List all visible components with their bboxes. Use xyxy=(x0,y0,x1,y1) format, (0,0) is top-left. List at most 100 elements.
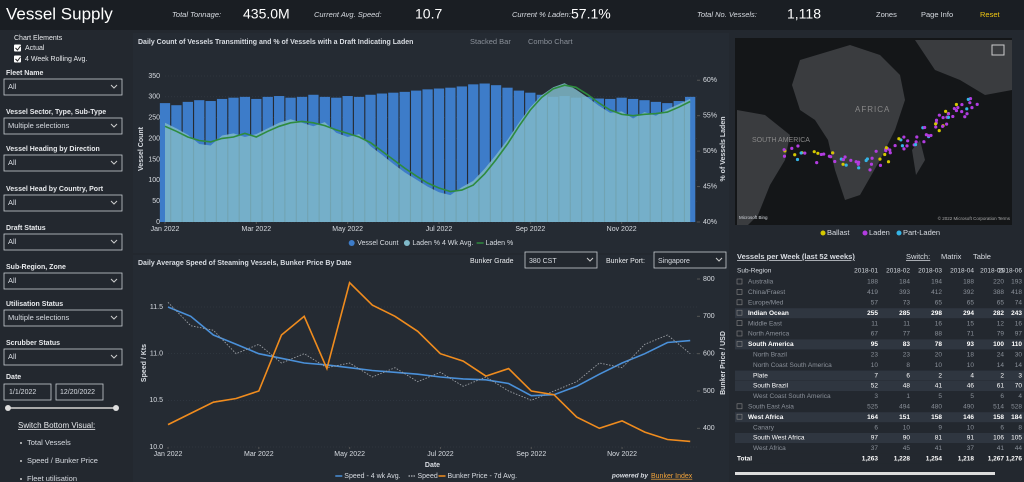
vessel-dot xyxy=(870,156,874,160)
dropdown[interactable] xyxy=(3,117,123,135)
x-tick-label: Nov 2022 xyxy=(607,451,637,458)
table-cell: 220 xyxy=(993,279,1004,286)
vessel-dot xyxy=(946,115,951,120)
scrollbar[interactable] xyxy=(735,472,995,475)
land xyxy=(912,140,925,175)
y-tick-label: 250 xyxy=(148,115,160,122)
dropdown[interactable] xyxy=(3,272,123,290)
filter-label: Vessel Sector, Type, Sub-Type xyxy=(6,109,106,116)
expand-icon[interactable] xyxy=(736,330,743,337)
line xyxy=(167,301,691,401)
check xyxy=(15,56,21,62)
table-cell: 10 xyxy=(871,362,879,369)
table-cell: 71 xyxy=(967,331,975,338)
table-cell: 494 xyxy=(899,404,910,411)
expand-icon[interactable] xyxy=(736,341,743,347)
table-cell: 105 xyxy=(1011,435,1022,442)
bar xyxy=(399,91,410,222)
switch-option[interactable]: Total Vessels xyxy=(27,438,71,447)
credit-link[interactable]: Bunker Index xyxy=(651,473,693,480)
table-cell: 110 xyxy=(1012,341,1023,348)
expand-icon[interactable] xyxy=(736,309,743,316)
expand-icon[interactable] xyxy=(736,278,743,285)
vessel-dot xyxy=(970,106,974,110)
header-bar xyxy=(0,0,1024,30)
expand-icon[interactable] xyxy=(736,320,743,326)
column-header: 2018-05 xyxy=(980,268,1004,275)
table-cell: 388 xyxy=(993,289,1004,296)
vessel-dot xyxy=(782,148,786,152)
table-cell: South West Africa xyxy=(753,435,805,442)
table-cell: 83 xyxy=(903,341,911,348)
toggle[interactable]: Combo Chart xyxy=(528,37,574,46)
nav-button[interactable]: Reset xyxy=(980,10,1001,19)
expand-icon[interactable] xyxy=(736,413,743,420)
vessel-dot xyxy=(960,109,964,114)
table-cell: South America xyxy=(748,341,794,348)
nav-button[interactable]: Page Info xyxy=(921,10,953,19)
dropdown[interactable] xyxy=(3,233,123,251)
dropdown[interactable] xyxy=(3,78,123,96)
checkbox[interactable] xyxy=(14,44,21,52)
bar xyxy=(490,85,502,222)
table-cell: 5 xyxy=(938,393,942,400)
kpi-value: 57.1% xyxy=(571,6,611,22)
expand-icon[interactable] xyxy=(736,403,743,410)
dropdown[interactable] xyxy=(653,251,727,269)
slider-handle[interactable] xyxy=(5,405,11,411)
nav-button[interactable]: Zones xyxy=(876,10,897,19)
vessel-dot xyxy=(888,151,892,155)
table-cell: Total xyxy=(737,456,752,463)
dropdown[interactable] xyxy=(3,309,123,327)
row-highlight xyxy=(735,412,1024,423)
vessel-dot xyxy=(940,124,945,128)
switch-option[interactable]: Table xyxy=(973,252,991,261)
y-tick-label: 10.0 xyxy=(149,444,163,451)
expand-icon[interactable] xyxy=(736,289,743,295)
dropdown[interactable] xyxy=(3,154,123,172)
dropdown[interactable] xyxy=(3,194,123,212)
expand-icon[interactable] xyxy=(736,299,743,306)
switch-option[interactable]: Speed / Bunker Price xyxy=(27,456,98,465)
table-cell: 11 xyxy=(903,320,910,327)
checkbox[interactable] xyxy=(14,55,21,63)
switch-option[interactable]: Fleet utilisation xyxy=(27,474,77,482)
vessel-dot xyxy=(906,139,910,143)
date-end: 12/20/2022 xyxy=(60,389,95,396)
legend-label: Laden xyxy=(869,228,890,237)
filter-label: Utilisation Status xyxy=(6,301,63,308)
table-cell: 88 xyxy=(935,331,943,338)
vessel-dot xyxy=(902,135,906,139)
row-highlight xyxy=(735,381,1024,391)
kpi-label: Current Avg. Speed: xyxy=(314,10,382,19)
table-cell: 2 xyxy=(1000,372,1004,379)
legend-label: Laden % 4 Wk Avg. xyxy=(412,240,473,247)
table-cell: 1 xyxy=(906,393,910,400)
dropdown[interactable] xyxy=(3,348,123,366)
vessel-dot xyxy=(883,152,887,157)
focus-icon[interactable] xyxy=(991,44,1005,56)
vessel-dot xyxy=(933,122,938,126)
vessel-dot xyxy=(790,146,794,151)
column-header: 2018-04 xyxy=(950,268,974,275)
vessel-dot xyxy=(878,157,882,161)
legend-label: Vessel Count xyxy=(357,240,398,247)
slider-handle[interactable] xyxy=(113,405,119,411)
credit-text: powered by xyxy=(611,473,649,480)
switch-option[interactable]: Matrix xyxy=(941,252,962,261)
date-input[interactable] xyxy=(55,383,104,401)
table-cell: 4 xyxy=(1018,393,1022,400)
toggle[interactable]: Stacked Bar xyxy=(470,37,511,46)
vessel-dot xyxy=(913,143,918,147)
table-cell: 52 xyxy=(871,383,879,390)
vessel-dot xyxy=(796,144,800,148)
vessel-dot xyxy=(884,146,888,150)
table-cell: 23 xyxy=(903,352,911,359)
legend-label: Part-Laden xyxy=(903,228,940,237)
date-input[interactable] xyxy=(3,383,52,401)
table-cell: West Coast South America xyxy=(753,393,831,400)
date-start: 1/1/2022 xyxy=(9,389,36,396)
dropdown[interactable] xyxy=(524,251,598,269)
table-cell: 8 xyxy=(1018,424,1022,431)
y2-tick-label: 600 xyxy=(703,351,715,358)
